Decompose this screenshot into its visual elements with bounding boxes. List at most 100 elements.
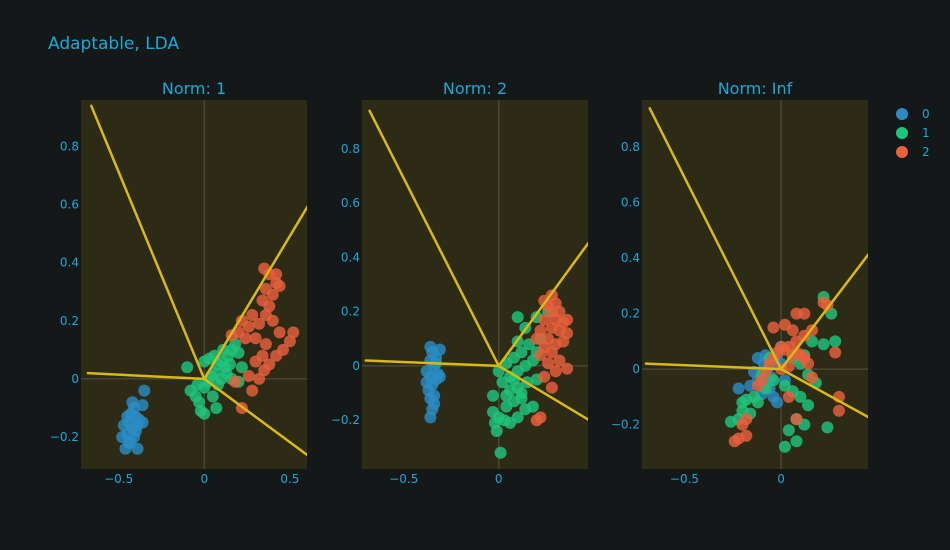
point-class-1-25 (515, 346, 528, 359)
subplot-title-1: Norm: 2 (443, 79, 507, 98)
point-class-1-15 (782, 424, 795, 437)
point-class-1-26 (191, 378, 204, 391)
boundary-line-0-1 (203, 204, 307, 381)
point-class-0-13 (136, 399, 149, 412)
legend-item-2[interactable]: 2 (896, 142, 930, 161)
point-class-0-16 (136, 416, 149, 429)
legend-marker-1 (896, 126, 908, 139)
x-tick-label-0-1: 0 (200, 472, 208, 486)
y-tick-label-2-5: 0.8 (621, 140, 640, 154)
point-class-2-6 (263, 358, 276, 371)
y-tick-label-2-0: −0.2 (611, 418, 640, 432)
point-class-2-5 (561, 362, 574, 375)
subplot-title-2: Norm: Inf (718, 79, 793, 98)
y-tick-label-0-4: 0.6 (60, 198, 79, 212)
point-class-2-3 (538, 370, 551, 383)
legend-label-2: 2 (922, 144, 930, 159)
point-class-2-27 (798, 307, 811, 320)
point-class-1-12 (487, 406, 499, 418)
figure-title: Adaptable, LDA (48, 34, 180, 54)
point-class-2-6 (542, 357, 555, 370)
point-class-1-7 (751, 396, 764, 409)
point-class-2-4 (549, 365, 562, 378)
point-class-1-29 (224, 358, 236, 371)
x-tick-label-1-1: 0 (495, 472, 503, 486)
point-class-2-15 (534, 324, 547, 337)
point-class-1-27 (829, 335, 842, 348)
plot-content-1 (362, 100, 588, 469)
point-class-1-17 (790, 435, 803, 448)
point-class-2-2 (253, 372, 266, 385)
y-tick-label-1-3: 0.4 (341, 250, 360, 264)
y-tick-label-1-2: 0.2 (341, 305, 360, 319)
point-class-0-18 (138, 384, 151, 397)
boundary-line-0-3 (86, 371, 206, 381)
legend-label-1: 1 (922, 125, 930, 140)
point-class-2-19 (538, 313, 551, 326)
point-class-1-5 (736, 396, 749, 409)
plot-content-2 (642, 100, 868, 469)
point-class-2-33 (259, 338, 272, 351)
point-class-0-17 (433, 370, 446, 383)
point-class-1-0 (181, 361, 194, 374)
point-class-1-17 (210, 402, 223, 414)
legend-item-0[interactable]: 0 (896, 104, 930, 123)
point-class-2-24 (778, 318, 791, 331)
point-class-2-29 (817, 296, 830, 309)
point-class-1-13 (802, 399, 815, 412)
x-tick-label-0-2: 0.5 (280, 472, 299, 486)
boundary-line-1-3 (364, 359, 500, 368)
y-tick-label-0-5: 0.8 (60, 139, 79, 153)
point-class-2-35 (806, 371, 818, 384)
point-class-1-8 (526, 400, 539, 413)
legend-marker-2 (896, 145, 908, 158)
point-class-2-18 (561, 327, 574, 340)
x-tick-label-2-1: 0 (777, 472, 785, 486)
point-class-1-16 (235, 361, 248, 374)
point-class-2-12 (542, 332, 555, 345)
point-class-0-14 (424, 340, 437, 353)
y-tick-label-1-1: 0 (352, 359, 360, 373)
y-tick-label-1-0: −0.2 (331, 413, 360, 427)
legend: 0 1 2 (896, 104, 930, 161)
legend-label-0: 0 (922, 106, 930, 121)
boundary-line-2-2 (779, 367, 868, 419)
y-tick-label-2-3: 0.4 (621, 251, 640, 265)
boundary-line-2-1 (779, 252, 868, 371)
point-class-1-26 (817, 338, 830, 351)
point-class-2-23 (263, 300, 276, 313)
point-class-1-6 (511, 411, 524, 424)
point-class-2-28 (561, 313, 574, 326)
boundary-line-2-3 (644, 362, 783, 371)
point-class-2-2 (545, 381, 558, 394)
point-class-2-31 (229, 375, 242, 388)
subplot-title-0: Norm: 1 (162, 79, 226, 98)
point-class-2-2 (740, 429, 753, 442)
point-class-2-25 (767, 321, 780, 334)
point-class-0-6 (771, 396, 784, 409)
point-class-1-19 (821, 421, 834, 434)
point-class-2-8 (277, 343, 289, 356)
legend-item-1[interactable]: 1 (896, 123, 930, 142)
y-tick-label-2-2: 0.2 (621, 307, 640, 321)
point-class-2-32 (833, 404, 845, 417)
point-class-2-21 (249, 332, 262, 345)
point-class-0-14 (131, 442, 144, 455)
point-class-1-0 (494, 446, 507, 459)
point-class-1-36 (515, 387, 528, 399)
y-tick-label-1-4: 0.6 (341, 196, 360, 210)
y-tick-label-0-3: 0.4 (60, 256, 79, 270)
point-class-1-37 (500, 389, 513, 402)
point-class-2-34 (790, 413, 803, 426)
point-class-2-1 (534, 411, 547, 424)
point-class-2-18 (802, 357, 815, 370)
y-tick-label-1-5: 0.8 (341, 142, 360, 156)
legend-marker-0 (896, 107, 908, 120)
point-class-2-10 (287, 326, 300, 339)
point-class-0-15 (122, 436, 135, 449)
point-class-2-29 (270, 268, 283, 281)
point-class-0-19 (129, 425, 142, 438)
point-class-2-33 (782, 390, 795, 403)
point-class-2-17 (235, 314, 248, 327)
plot-area-1 (362, 100, 588, 469)
